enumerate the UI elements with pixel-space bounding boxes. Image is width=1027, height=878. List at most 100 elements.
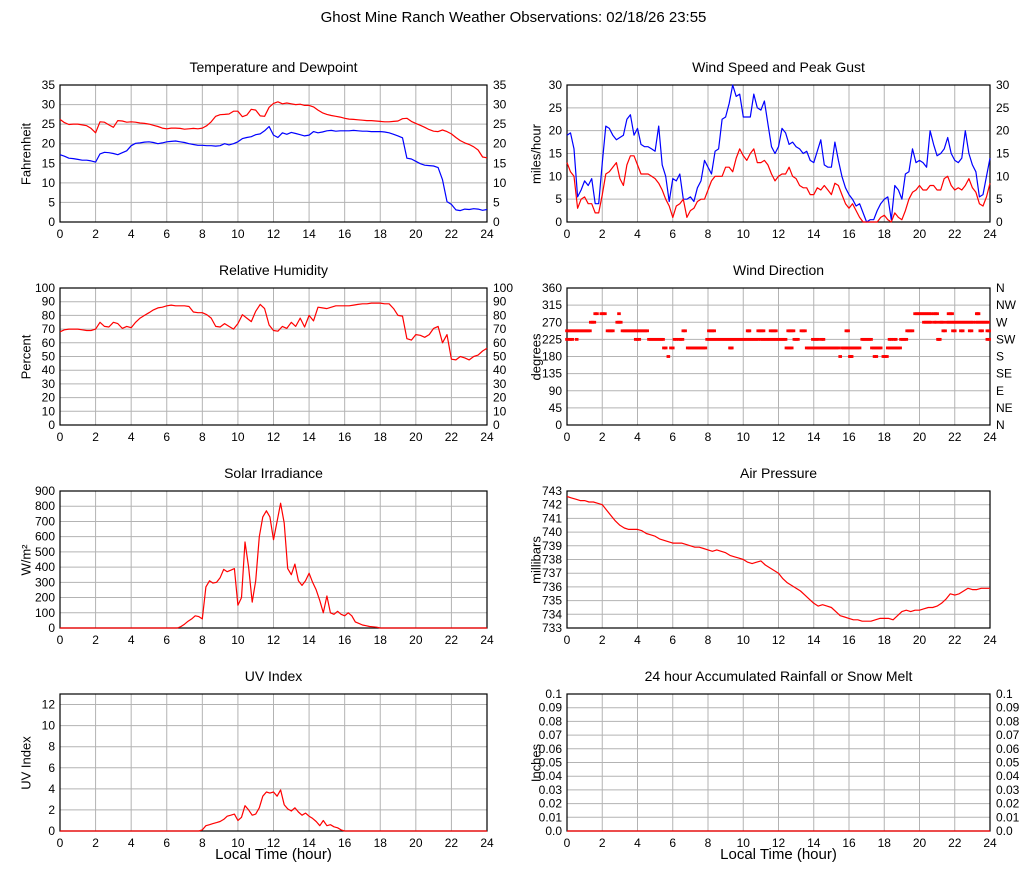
- svg-text:4: 4: [634, 836, 641, 850]
- svg-text:20: 20: [913, 227, 927, 241]
- svg-text:16: 16: [338, 633, 352, 647]
- svg-text:0: 0: [48, 621, 55, 635]
- svg-text:741: 741: [542, 511, 562, 525]
- solar-irradiance-plot: 0 2 4 6 8 10 12 14 16 18 20 22 240100200300400500600…: [35, 484, 494, 647]
- svg-text:NE: NE: [996, 401, 1013, 415]
- svg-text:737: 737: [542, 566, 562, 580]
- svg-text:22: 22: [948, 836, 962, 850]
- svg-text:4: 4: [48, 782, 55, 796]
- svg-text:0.09: 0.09: [996, 701, 1020, 715]
- svg-text:2: 2: [92, 633, 99, 647]
- svg-text:12: 12: [267, 836, 281, 850]
- svg-text:30: 30: [996, 78, 1010, 92]
- svg-text:18: 18: [374, 430, 388, 444]
- svg-text:10: 10: [42, 176, 56, 190]
- svg-text:8: 8: [705, 836, 712, 850]
- svg-text:40: 40: [493, 363, 507, 377]
- svg-text:8: 8: [705, 227, 712, 241]
- svg-text:734: 734: [542, 607, 562, 621]
- svg-text:S: S: [996, 350, 1004, 364]
- svg-text:360: 360: [542, 281, 562, 295]
- svg-text:0.0: 0.0: [545, 824, 562, 838]
- chart-title-humidity: Relative Humidity: [219, 262, 328, 278]
- svg-text:18: 18: [374, 836, 388, 850]
- svg-text:0: 0: [48, 418, 55, 432]
- svg-text:14: 14: [302, 430, 316, 444]
- svg-text:0.09: 0.09: [539, 701, 563, 715]
- svg-text:NW: NW: [996, 298, 1017, 312]
- svg-text:900: 900: [35, 484, 55, 498]
- svg-text:4: 4: [128, 227, 135, 241]
- svg-text:2: 2: [599, 633, 606, 647]
- svg-text:24: 24: [480, 227, 494, 241]
- svg-text:35: 35: [493, 78, 507, 92]
- svg-text:100: 100: [35, 606, 55, 620]
- svg-text:16: 16: [338, 227, 352, 241]
- svg-text:5: 5: [48, 195, 55, 209]
- svg-text:10: 10: [42, 404, 56, 418]
- svg-text:4: 4: [128, 836, 135, 850]
- svg-text:180: 180: [542, 350, 562, 364]
- svg-text:4: 4: [128, 430, 135, 444]
- svg-text:738: 738: [542, 553, 562, 567]
- svg-text:733: 733: [542, 621, 562, 635]
- svg-text:12: 12: [772, 227, 786, 241]
- svg-text:10: 10: [493, 404, 507, 418]
- svg-text:2: 2: [92, 836, 99, 850]
- svg-text:0: 0: [493, 215, 500, 229]
- svg-text:20: 20: [409, 227, 423, 241]
- svg-text:90: 90: [493, 295, 507, 309]
- svg-text:14: 14: [807, 836, 821, 850]
- svg-text:0.04: 0.04: [539, 769, 563, 783]
- svg-text:4: 4: [128, 633, 135, 647]
- air-pressure-plot: 0 2 4 6 8 10 12 14 16 18 20 22 247337347357367377387…: [542, 484, 997, 647]
- svg-text:0: 0: [564, 430, 571, 444]
- svg-text:SW: SW: [996, 332, 1016, 346]
- svg-text:2: 2: [599, 430, 606, 444]
- svg-text:8: 8: [705, 633, 712, 647]
- svg-text:15: 15: [996, 147, 1010, 161]
- svg-text:10: 10: [231, 836, 245, 850]
- svg-text:2: 2: [599, 227, 606, 241]
- svg-text:315: 315: [542, 298, 562, 312]
- svg-text:0: 0: [996, 215, 1003, 229]
- svg-text:0.07: 0.07: [539, 728, 563, 742]
- svg-text:0: 0: [57, 430, 64, 444]
- svg-text:24: 24: [983, 227, 997, 241]
- svg-text:0: 0: [48, 824, 55, 838]
- svg-text:90: 90: [42, 295, 56, 309]
- svg-text:6: 6: [669, 836, 676, 850]
- svg-text:0.08: 0.08: [996, 714, 1020, 728]
- svg-text:35: 35: [42, 78, 56, 92]
- svg-text:70: 70: [42, 322, 56, 336]
- svg-text:0: 0: [57, 227, 64, 241]
- svg-text:24: 24: [480, 836, 494, 850]
- chart-title-wind: Wind Speed and Peak Gust: [692, 59, 865, 75]
- svg-text:N: N: [996, 418, 1005, 432]
- svg-text:20: 20: [409, 633, 423, 647]
- svg-text:20: 20: [409, 430, 423, 444]
- svg-text:2: 2: [92, 227, 99, 241]
- svg-text:N: N: [996, 281, 1005, 295]
- svg-text:2: 2: [48, 803, 55, 817]
- svg-text:10: 10: [231, 430, 245, 444]
- relative-humidity-plot: 0 2 4 6 8 10 12 14 16 18 20 22 240102030405060708090…: [35, 281, 513, 444]
- svg-text:20: 20: [42, 391, 56, 405]
- svg-text:10: 10: [231, 227, 245, 241]
- temperature-dewpoint-plot: 0 2 4 6 8 10 12 14 16 18 20 22 240510152025303505101…: [42, 78, 507, 241]
- svg-text:6: 6: [669, 430, 676, 444]
- svg-text:0: 0: [493, 418, 500, 432]
- svg-text:0: 0: [564, 227, 571, 241]
- svg-text:0.01: 0.01: [996, 810, 1020, 824]
- svg-text:15: 15: [549, 147, 563, 161]
- svg-text:0: 0: [555, 418, 562, 432]
- svg-text:4: 4: [634, 430, 641, 444]
- svg-text:20: 20: [996, 124, 1010, 138]
- svg-text:30: 30: [493, 98, 507, 112]
- svg-text:30: 30: [549, 78, 563, 92]
- svg-text:20: 20: [42, 137, 56, 151]
- svg-text:0: 0: [57, 633, 64, 647]
- svg-text:10: 10: [549, 169, 563, 183]
- rainfall-plot: 0 2 4 6 8 10 12 14 16 18 20 22 240.00.010.020.030.04…: [539, 687, 1020, 850]
- svg-text:5: 5: [555, 192, 562, 206]
